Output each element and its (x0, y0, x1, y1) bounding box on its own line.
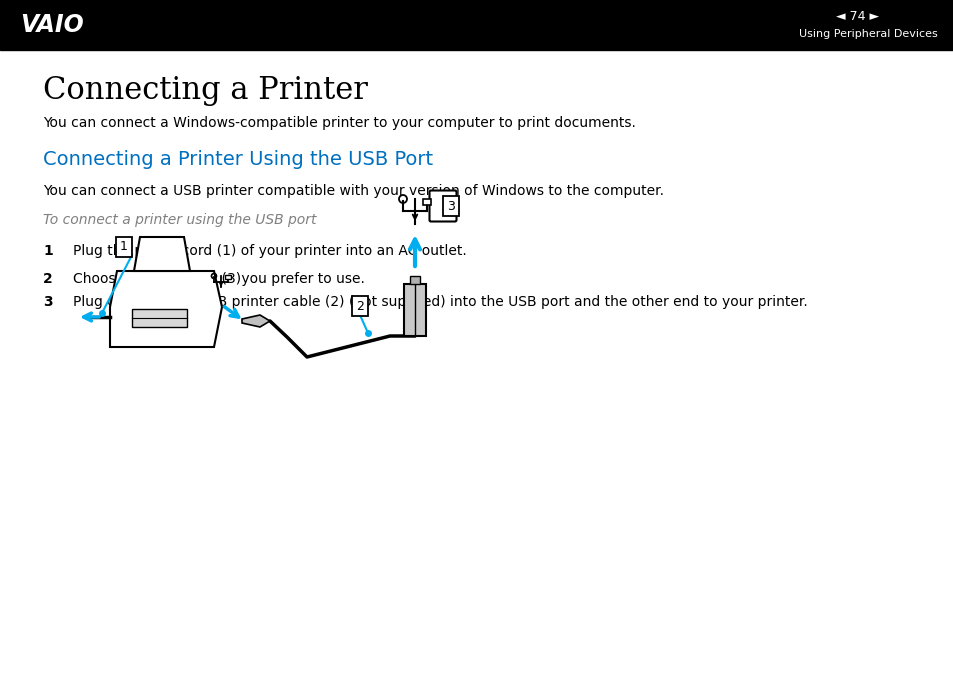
Bar (0, 0, 953, 50)
Text: Plug the power cord (1) of your printer into an AC outlet.: Plug the power cord (1) of your printer … (73, 244, 466, 258)
Text: 2: 2 (355, 299, 363, 313)
Text: 3: 3 (447, 200, 455, 212)
Text: ◄ 74 ►: ◄ 74 ► (836, 11, 879, 24)
Text: Using Peripheral Devices: Using Peripheral Devices (799, 29, 937, 39)
Text: 2: 2 (43, 272, 52, 286)
Text: To connect a printer using the USB port: To connect a printer using the USB port (43, 213, 316, 227)
Text: Plug one end of a USB printer cable (2) (not supplied) into the USB port and the: Plug one end of a USB printer cable (2) … (73, 295, 807, 309)
Polygon shape (242, 315, 270, 327)
Polygon shape (133, 237, 190, 271)
Text: 1: 1 (43, 244, 52, 258)
Text: You can connect a Windows-compatible printer to your computer to print documents: You can connect a Windows-compatible pri… (43, 116, 636, 130)
FancyBboxPatch shape (429, 191, 456, 222)
Bar (410, 276, 419, 284)
Text: VAIO: VAIO (20, 13, 84, 37)
Bar (132, 309, 187, 327)
Bar (225, 275, 231, 279)
Bar (422, 199, 431, 205)
Polygon shape (110, 271, 222, 347)
Text: Choose the USB port (3): Choose the USB port (3) (73, 272, 245, 286)
Text: 1: 1 (120, 241, 128, 253)
Text: 3: 3 (43, 295, 52, 309)
Bar (403, 284, 426, 336)
Text: Connecting a Printer: Connecting a Printer (43, 75, 368, 106)
Text: Connecting a Printer Using the USB Port: Connecting a Printer Using the USB Port (43, 150, 433, 169)
Text: You can connect a USB printer compatible with your version of Windows to the com: You can connect a USB printer compatible… (43, 184, 663, 198)
Text: you prefer to use.: you prefer to use. (236, 272, 364, 286)
